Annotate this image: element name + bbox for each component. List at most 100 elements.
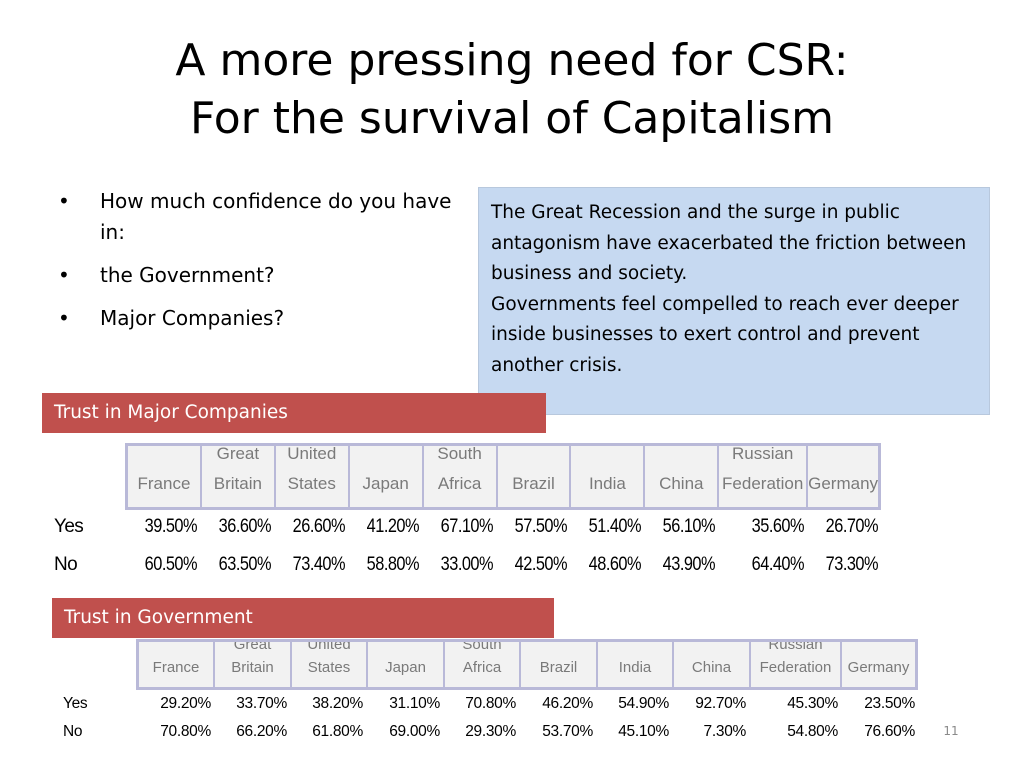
column-header-text: Britain [213,474,262,493]
table-cell: 57.50% [514,516,568,537]
column-header-text: Great [216,446,260,463]
column-header: Germany [842,642,915,687]
table-cell: 23.50% [864,695,915,712]
callout-box: The Great Recession and the surge in pub… [478,187,990,415]
table-cell: 31.10% [389,695,440,712]
column-header-text: France [137,474,191,493]
callout-text-1: The Great Recession and the surge in pub… [491,202,967,284]
table-cell: 38.20% [312,695,363,712]
column-header-text: Japan [385,659,426,676]
column-header: Brazil [497,446,572,507]
table-cell: 67.10% [440,516,494,537]
table-cell: 64.40% [751,554,805,575]
column-header-text: States [287,474,336,493]
table-row: Yes 39.50% 36.60% 26.60% 41.20% 67.10% 57.50% 5… [0,512,1024,542]
column-header: France [128,446,202,507]
table-cell: 26.70% [825,516,879,537]
column-header-text: India [618,659,652,676]
column-header: Brazil [521,642,598,687]
bullet-list: How much confidence do you have in: the … [58,186,458,346]
column-header-text: Federation [722,474,804,493]
table-cell: 76.60% [864,723,915,740]
table-row: Yes 29.20% 33.70% 38.20% 31.10% 70.80% 46.20% 5… [0,690,1024,718]
table-row: No 60.50% 63.50% 73.40% 58.80% 33.00% 42.50% 48… [0,550,1024,580]
column-header-text: Russian [731,446,794,463]
slide-title-line-1: A more pressing need for CSR: [175,35,849,86]
table-cell: 70.80% [160,723,211,740]
column-header: France [139,642,215,687]
table-cell: 58.80% [366,554,420,575]
column-header-text: China [659,474,704,493]
column-header-text: United [307,642,351,653]
table-cell: 63.50% [218,554,272,575]
table-cell: 39.50% [144,516,198,537]
table-cell: 48.60% [588,554,642,575]
column-header-text: Federation [759,659,832,676]
table-companies-header: France Great Britain United States Japan South… [125,443,881,510]
table-cell: 36.60% [218,516,272,537]
column-header: India [598,642,674,687]
column-header-text: South [462,642,502,653]
table-cell: 53.70% [542,723,593,740]
column-header-text: Germany [808,474,879,493]
table-cell: 33.70% [236,695,287,712]
table-cell: 43.90% [662,554,716,575]
table-cell: 29.30% [465,723,516,740]
column-header: Japan [349,446,424,507]
row-label: No [63,723,83,740]
table-cell: 45.30% [787,695,838,712]
table-cell: 35.60% [751,516,805,537]
column-header-text: Japan [362,474,409,493]
column-header: China [674,642,751,687]
table-cell: 46.20% [542,695,593,712]
column-header-text: South [437,446,482,463]
table-companies-banner: Trust in Major Companies [42,393,546,433]
table-row: No 70.80% 66.20% 61.80% 69.00% 29.30% 53.70% 45… [0,718,1024,746]
table-cell: 73.40% [292,554,346,575]
table-cell: 69.00% [389,723,440,740]
table-cell: 26.60% [292,516,346,537]
table-cell: 92.70% [695,695,746,712]
column-header-text: Africa [437,474,482,493]
slide-title-line-2: For the survival of Capitalism [190,93,834,144]
column-header: Great Britain [215,642,292,687]
column-header-text: Russian [768,642,823,653]
table-cell: 54.90% [618,695,669,712]
column-header: China [645,446,720,507]
table-cell: 70.80% [465,695,516,712]
column-header-text: China [691,659,732,676]
column-header: South Africa [445,642,521,687]
row-label: Yes [63,695,88,712]
column-header-text: Britain [231,659,274,676]
table-cell: 42.50% [514,554,568,575]
column-header-text: Africa [462,659,502,676]
column-header-text: Great [233,642,272,653]
column-header: Russian Federation [719,446,809,507]
bullet-item: How much confidence do you have in: [58,186,458,248]
column-header: Russian Federation [751,642,842,687]
table-cell: 61.80% [312,723,363,740]
column-header-text: India [588,474,626,493]
slide-title: A more pressing need for CSR: For the su… [0,32,1024,148]
column-header: India [571,446,646,507]
column-header-text: Germany [847,659,910,676]
column-header: Germany [808,446,878,507]
table-government-banner: Trust in Government [52,598,554,638]
page-number: 11 [943,724,959,738]
table-cell: 7.30% [703,723,747,740]
table-cell: 54.80% [787,723,838,740]
table-cell: 45.10% [618,723,669,740]
table-government-header: France Great Britain United States Japan South… [136,639,918,690]
column-header-text: Brazil [512,474,555,493]
column-header: Great Britain [201,446,276,507]
column-header-text: States [307,659,351,676]
table-cell: 73.30% [825,554,879,575]
row-label: Yes [54,516,84,537]
callout-text-2: Governments feel compelled to reach ever… [491,293,959,376]
row-label: No [54,554,78,575]
table-cell: 41.20% [366,516,420,537]
bullet-item: Major Companies? [58,303,458,334]
table-cell: 51.40% [588,516,642,537]
column-header: South Africa [423,446,498,507]
table-cell: 33.00% [440,554,494,575]
